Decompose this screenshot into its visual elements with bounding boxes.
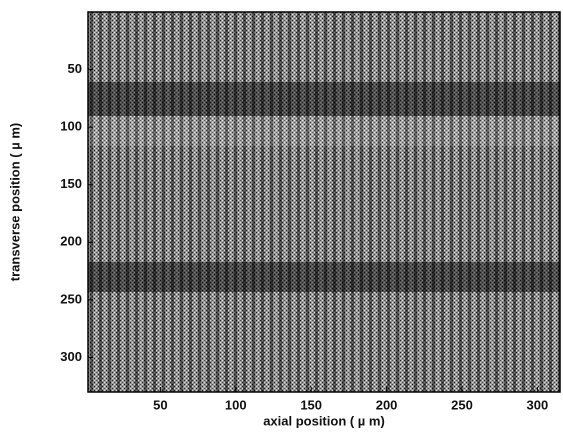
y-tick-label: 50 xyxy=(68,61,82,76)
x-axis-label: axial position ( µ m) xyxy=(263,413,385,428)
y-tick-label: 200 xyxy=(60,234,82,249)
x-tick-label: 250 xyxy=(451,397,473,412)
y-tick-label: 100 xyxy=(60,119,82,134)
y-tick-label: 150 xyxy=(60,176,82,191)
image-area xyxy=(87,11,561,393)
x-tick-label: 100 xyxy=(225,397,247,412)
x-tick-label: 300 xyxy=(527,397,549,412)
y-tick-label: 250 xyxy=(60,291,82,306)
x-tick-label: 200 xyxy=(376,397,398,412)
x-tick-label: 150 xyxy=(300,397,322,412)
x-tick-label: 50 xyxy=(153,397,167,412)
y-axis-label: transverse position ( µ m) xyxy=(7,123,22,281)
y-tick-label: 300 xyxy=(60,349,82,364)
